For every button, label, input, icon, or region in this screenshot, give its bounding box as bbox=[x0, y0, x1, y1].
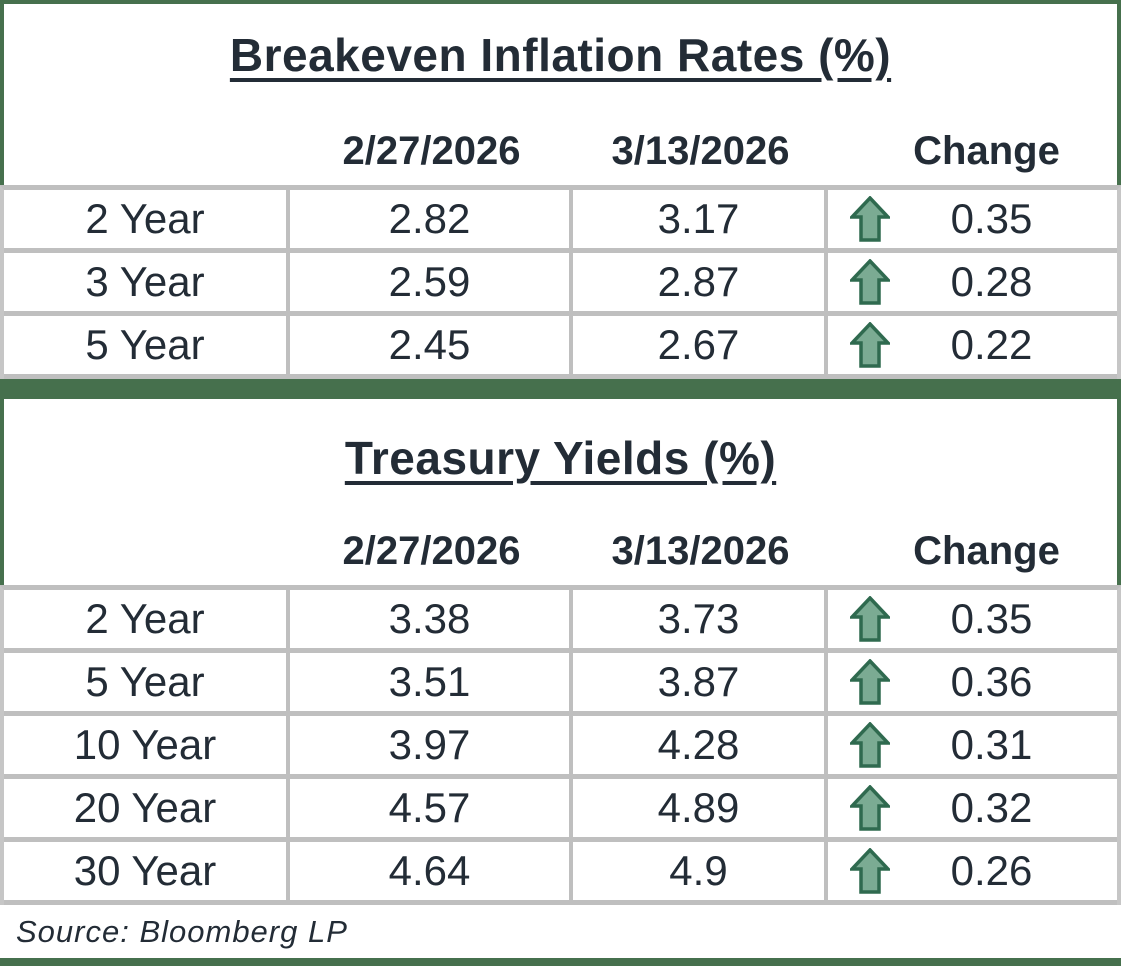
breakeven-inflation-table: Breakeven Inflation Rates (%) 2/27/2026 … bbox=[0, 4, 1121, 379]
treasury-table-title: Treasury Yields (%) bbox=[4, 429, 1117, 489]
change-value: 0.22 bbox=[950, 321, 1033, 368]
table-row: 2 Year 2.82 3.17 0.35 bbox=[4, 190, 1117, 253]
change-value: 0.35 bbox=[950, 195, 1033, 242]
col-header-date-2: 3/13/2026 bbox=[611, 128, 790, 173]
change-value: 0.28 bbox=[950, 258, 1033, 305]
row-label: 2 Year bbox=[4, 590, 290, 648]
treasury-yields-table: Treasury Yields (%) 2/27/2026 3/13/2026 … bbox=[0, 399, 1121, 905]
value-col1: 4.64 bbox=[290, 842, 573, 900]
change-value: 0.32 bbox=[950, 784, 1033, 831]
treasury-column-headers: 2/27/2026 3/13/2026 Change bbox=[4, 525, 1117, 577]
table-row: 30 Year 4.64 4.9 0.26 bbox=[4, 842, 1117, 905]
row-label: 10 Year bbox=[4, 716, 290, 774]
table-row: 2 Year 3.38 3.73 0.35 bbox=[4, 590, 1117, 653]
change-cell: 0.35 bbox=[828, 190, 1117, 248]
col-header-change: Change bbox=[913, 528, 1060, 573]
row-label: 5 Year bbox=[4, 653, 290, 711]
col-header-change: Change bbox=[913, 128, 1060, 173]
change-cell: 0.22 bbox=[828, 316, 1117, 374]
value-col2: 3.17 bbox=[573, 190, 828, 248]
up-arrow-icon bbox=[850, 196, 890, 242]
row-label: 30 Year bbox=[4, 842, 290, 900]
value-col2: 2.87 bbox=[573, 253, 828, 311]
source-note-text: Source: Bloomberg LP bbox=[16, 913, 348, 949]
up-arrow-icon bbox=[850, 722, 890, 768]
value-col1: 3.97 bbox=[290, 716, 573, 774]
table-row: 10 Year 3.97 4.28 0.31 bbox=[4, 716, 1117, 779]
row-label: 5 Year bbox=[4, 316, 290, 374]
value-col1: 2.45 bbox=[290, 316, 573, 374]
up-arrow-icon bbox=[850, 596, 890, 642]
breakeven-column-headers: 2/27/2026 3/13/2026 Change bbox=[4, 125, 1117, 177]
treasury-table-header: Treasury Yields (%) 2/27/2026 3/13/2026 … bbox=[4, 399, 1117, 585]
table-row: 20 Year 4.57 4.89 0.32 bbox=[4, 779, 1117, 842]
row-label: 20 Year bbox=[4, 779, 290, 837]
table-title-text: Treasury Yields (%) bbox=[344, 432, 777, 484]
value-col2: 4.28 bbox=[573, 716, 828, 774]
change-cell: 0.32 bbox=[828, 779, 1117, 837]
green-divider-bar bbox=[0, 379, 1121, 399]
source-note: Source: Bloomberg LP bbox=[0, 905, 1121, 958]
up-arrow-icon bbox=[850, 848, 890, 894]
value-col2: 4.89 bbox=[573, 779, 828, 837]
change-value: 0.36 bbox=[950, 658, 1033, 705]
value-col1: 2.82 bbox=[290, 190, 573, 248]
col-header-date-1: 2/27/2026 bbox=[342, 128, 521, 173]
row-label: 2 Year bbox=[4, 190, 290, 248]
table-row: 5 Year 2.45 2.67 0.22 bbox=[4, 316, 1117, 379]
change-value: 0.26 bbox=[950, 847, 1033, 894]
value-col2: 2.67 bbox=[573, 316, 828, 374]
table-title-text: Breakeven Inflation Rates (%) bbox=[229, 29, 892, 81]
breakeven-table-header: Breakeven Inflation Rates (%) 2/27/2026 … bbox=[4, 4, 1117, 185]
up-arrow-icon bbox=[850, 259, 890, 305]
change-cell: 0.26 bbox=[828, 842, 1117, 900]
value-col2: 3.87 bbox=[573, 653, 828, 711]
change-value: 0.35 bbox=[950, 595, 1033, 642]
breakeven-table-title: Breakeven Inflation Rates (%) bbox=[4, 26, 1117, 86]
col-header-date-2: 3/13/2026 bbox=[611, 528, 790, 573]
breakeven-table-rows: 2 Year 2.82 3.17 0.35 3 Year 2.59 2.87 0… bbox=[0, 185, 1121, 379]
value-col1: 3.51 bbox=[290, 653, 573, 711]
change-cell: 0.36 bbox=[828, 653, 1117, 711]
col-header-date-1: 2/27/2026 bbox=[342, 528, 521, 573]
change-cell: 0.35 bbox=[828, 590, 1117, 648]
value-col2: 4.9 bbox=[573, 842, 828, 900]
change-value: 0.31 bbox=[950, 721, 1033, 768]
table-row: 5 Year 3.51 3.87 0.36 bbox=[4, 653, 1117, 716]
value-col1: 4.57 bbox=[290, 779, 573, 837]
up-arrow-icon bbox=[850, 322, 890, 368]
table-row: 3 Year 2.59 2.87 0.28 bbox=[4, 253, 1117, 316]
value-col2: 3.73 bbox=[573, 590, 828, 648]
change-cell: 0.31 bbox=[828, 716, 1117, 774]
treasury-table-rows: 2 Year 3.38 3.73 0.35 5 Year 3.51 3.87 0… bbox=[0, 585, 1121, 905]
up-arrow-icon bbox=[850, 659, 890, 705]
up-arrow-icon bbox=[850, 785, 890, 831]
value-col1: 2.59 bbox=[290, 253, 573, 311]
value-col1: 3.38 bbox=[290, 590, 573, 648]
change-cell: 0.28 bbox=[828, 253, 1117, 311]
row-label: 3 Year bbox=[4, 253, 290, 311]
